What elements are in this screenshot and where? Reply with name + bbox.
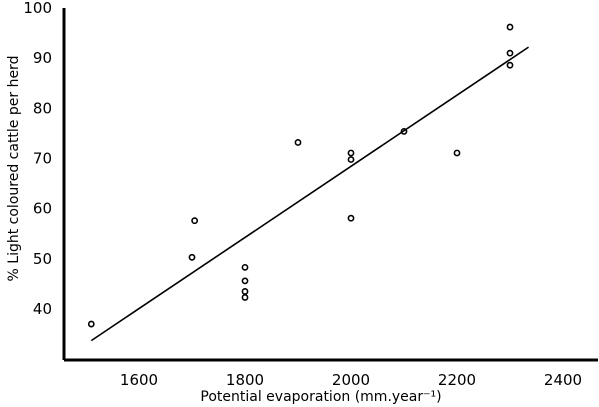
y-tick-label: 80 xyxy=(33,99,52,117)
y-tick-label: 100 xyxy=(23,0,52,17)
y-tick-label: 60 xyxy=(33,200,52,218)
data-point xyxy=(241,263,249,271)
data-point xyxy=(241,277,249,285)
x-tick-label: 1600 xyxy=(120,371,158,389)
data-point xyxy=(87,320,95,328)
data-point xyxy=(400,128,408,135)
trend-line xyxy=(90,46,529,342)
x-tick-labels: 1600 1800 2000 2200 2400 xyxy=(120,371,582,389)
data-point xyxy=(506,61,514,69)
x-axis-label: Potential evaporation (mm.year⁻¹) xyxy=(200,389,441,405)
x-tick-label: 2200 xyxy=(438,371,476,389)
y-tick-label: 50 xyxy=(33,250,52,268)
x-tick-label: 1800 xyxy=(226,371,264,389)
data-point xyxy=(294,139,302,146)
data-point xyxy=(453,149,461,157)
data-point xyxy=(506,23,514,31)
y-tick-labels: 40 50 60 70 80 90 100 xyxy=(23,0,52,318)
y-tick-label: 70 xyxy=(33,150,52,168)
data-point xyxy=(188,253,196,261)
data-point xyxy=(506,49,514,57)
data-point xyxy=(241,288,249,295)
data-point xyxy=(347,214,355,222)
axes xyxy=(62,8,598,362)
data-point xyxy=(191,217,199,225)
data-point xyxy=(347,156,355,163)
data-points xyxy=(87,23,514,328)
y-axis-label: % Light coloured cattle per herd xyxy=(6,56,22,282)
data-point xyxy=(347,149,355,157)
y-tick-label: 40 xyxy=(33,300,52,318)
x-tick-label: 2400 xyxy=(544,371,582,389)
data-point xyxy=(241,294,249,301)
y-tick-label: 90 xyxy=(33,49,52,67)
x-tick-label: 2000 xyxy=(332,371,370,389)
